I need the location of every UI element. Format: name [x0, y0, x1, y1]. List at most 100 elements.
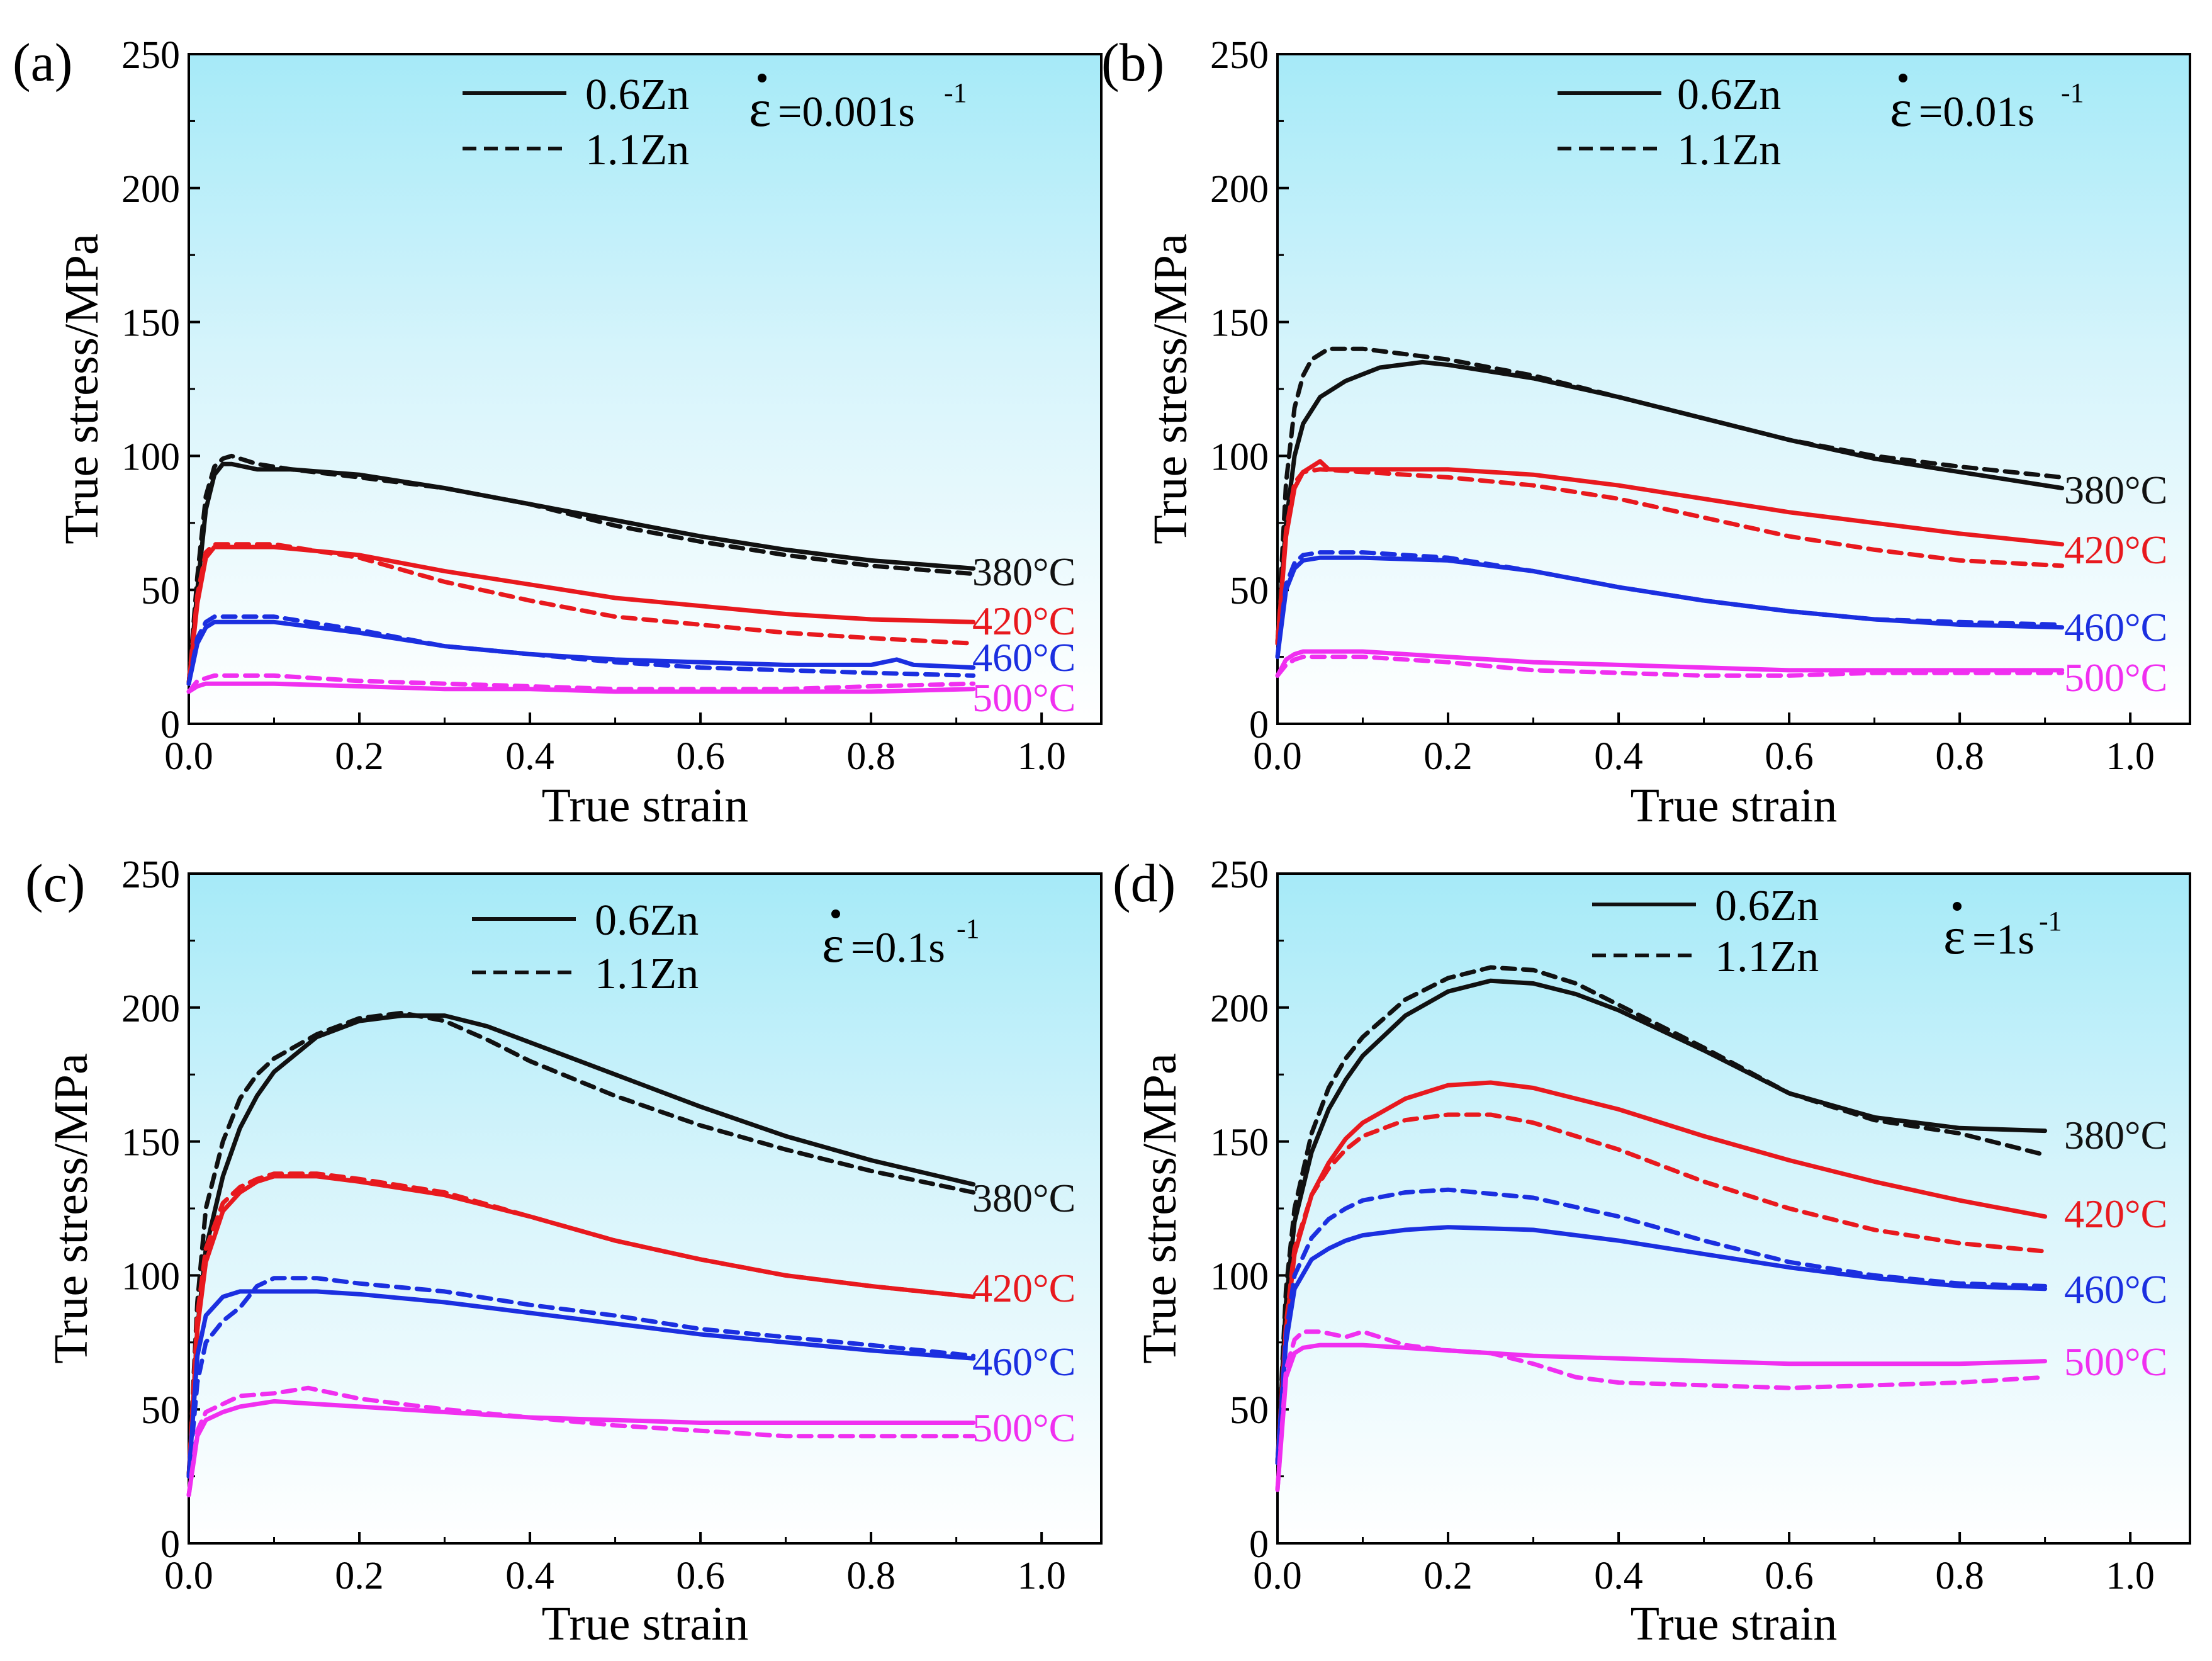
panel-d-rate-exponent: -1 — [2039, 906, 2062, 937]
panel-b-x-tick-label-3: 0.6 — [1765, 735, 1814, 778]
panel-d-temp-label-500: 500°C — [2064, 1339, 2167, 1384]
panel-d-y-tick-label-0: 0 — [1249, 1523, 1269, 1566]
panel-d-series-460C-dashed — [1275, 1187, 2048, 1465]
panel-d-x-axis-label: True strain — [1631, 1597, 1838, 1650]
panel-b-y-tick-label-5: 250 — [1210, 34, 1269, 77]
panel-a-series-500C-solid — [186, 681, 976, 694]
panel-c-x-ticks: 0.0 0.2 0.4 0.6 0.8 1.0 — [164, 1532, 1066, 1597]
panel-d-x-ticks: 0.0 0.2 0.4 0.6 0.8 1.0 — [1253, 1532, 2155, 1597]
panel-b-series — [1275, 346, 2065, 678]
panel-b-y-tick-label-4: 200 — [1210, 168, 1269, 211]
panel-d-rate-dot — [1953, 902, 1962, 911]
panel-c-series-380C-dashed — [186, 1010, 976, 1479]
panel-c-y-tick-label-4: 200 — [121, 988, 180, 1030]
panel-b: 0 50 100 150 200 250 0.0 0.2 0.4 0.6 0.8 1.0 (b) T… — [1101, 32, 2191, 832]
panel-c-series-460C-dashed — [186, 1276, 976, 1479]
panel-d-series-380C-dashed — [1275, 965, 2048, 1465]
panel-a-y-tick-label-1: 50 — [141, 570, 180, 612]
panel-b-y-axis-label: True stress/MPa — [1144, 234, 1197, 544]
panel-b-series-500C-dashed — [1275, 655, 2065, 678]
panel-a-x-ticks: 0.0 0.2 0.4 0.6 0.8 1.0 — [164, 712, 1066, 778]
panel-b-temperature-labels: 380°C 420°C 460°C 500°C — [2064, 468, 2167, 700]
panel-c-series-420C-dashed — [186, 1171, 976, 1479]
panel-b-temp-label-460: 460°C — [2064, 605, 2167, 650]
panel-d-y-tick-label-3: 150 — [1210, 1122, 1269, 1164]
panel-b-temp-label-420: 420°C — [2064, 527, 2167, 572]
panel-a-series-460C-dashed — [186, 614, 976, 686]
panel-c-x-tick-label-5: 1.0 — [1017, 1555, 1066, 1597]
panel-c-x-tick-label-1: 0.2 — [335, 1555, 384, 1597]
panel-c-x-tick-label-2: 0.4 — [505, 1555, 554, 1597]
panel-a-legend: 0.6Zn 1.1Zn — [463, 70, 689, 174]
panel-c-series-380C-solid — [186, 1013, 976, 1479]
panel-c-y-tick-label-2: 100 — [121, 1255, 180, 1298]
panel-d-y-tick-label-2: 100 — [1210, 1255, 1269, 1298]
panel-d: 0 50 100 150 200 250 0.0 0.2 0.4 0.6 0.8 1.0 (d) T… — [1113, 853, 2191, 1650]
panel-c-y-tick-label-5: 250 — [121, 853, 180, 896]
panel-c-y-tick-label-1: 50 — [141, 1389, 180, 1432]
panel-b-temp-label-380: 380°C — [2064, 468, 2167, 512]
panel-c-label: (c) — [25, 853, 85, 913]
panel-c-y-axis-label: True stress/MPa — [45, 1053, 98, 1363]
panel-b-legend-label-1: 1.1Zn — [1677, 126, 1781, 174]
panel-a-legend-label-1: 1.1Zn — [585, 126, 689, 174]
panel-c-rate-exponent: -1 — [957, 913, 980, 944]
panel-d-series-420C-dashed — [1275, 1112, 2048, 1465]
panel-d-y-tick-label-4: 200 — [1210, 988, 1269, 1030]
panel-c-rate-dot — [831, 909, 840, 918]
panel-c-rate-value: =0.1s — [851, 923, 945, 971]
panel-a-rate-value: =0.001s — [778, 87, 915, 135]
panel-c-series — [186, 1010, 976, 1497]
panel-d-x-tick-label-2: 0.4 — [1594, 1555, 1643, 1597]
panel-d-series-460C-solid — [1275, 1225, 2048, 1465]
panel-c-x-axis-label: True strain — [542, 1597, 749, 1650]
panel-c-legend-label-1: 1.1Zn — [595, 950, 699, 998]
panel-a-x-tick-label-3: 0.6 — [676, 735, 725, 778]
panel-c-y-tick-label-0: 0 — [160, 1523, 180, 1566]
panel-a-series-500C-dashed — [186, 673, 976, 694]
panel-c-x-tick-label-3: 0.6 — [676, 1555, 725, 1597]
panel-a-y-tick-label-0: 0 — [160, 704, 180, 746]
panel-d-x-tick-label-1: 0.2 — [1423, 1555, 1473, 1597]
panel-b-legend: 0.6Zn 1.1Zn — [1558, 70, 1781, 174]
panel-a-strain-rate: ε =0.001s -1 — [749, 74, 967, 138]
panel-a-x-tick-label-5: 1.0 — [1017, 735, 1066, 778]
panel-c-strain-rate: ε =0.1s -1 — [822, 909, 980, 974]
panel-a-y-axis-label: True stress/MPa — [55, 234, 108, 544]
panel-c-x-tick-label-4: 0.8 — [846, 1555, 895, 1597]
panel-a-y-tick-label-2: 100 — [121, 436, 180, 478]
panel-b-rate-dot — [1899, 74, 1907, 82]
panel-a-x-tick-label-4: 0.8 — [846, 735, 895, 778]
panel-b-legend-label-0: 0.6Zn — [1677, 70, 1781, 119]
panel-c-temp-label-380: 380°C — [972, 1176, 1075, 1220]
panel-d-legend: 0.6Zn 1.1Zn — [1592, 882, 1819, 981]
panel-d-y-tick-label-1: 50 — [1230, 1389, 1269, 1432]
panel-c-temperature-labels: 380°C 420°C 460°C 500°C — [972, 1176, 1075, 1450]
panel-d-y-tick-label-5: 250 — [1210, 853, 1269, 896]
panel-a-rate-dot — [758, 74, 766, 82]
panel-d-x-tick-label-5: 1.0 — [2106, 1555, 2155, 1597]
panel-a-plot-area — [188, 53, 1103, 725]
panel-a-x-axis-label: True strain — [542, 779, 749, 832]
panel-b-strain-rate: ε =0.01s -1 — [1890, 74, 2084, 138]
panel-b-x-tick-label-4: 0.8 — [1935, 735, 1984, 778]
panel-b-x-ticks: 0.0 0.2 0.4 0.6 0.8 1.0 — [1253, 712, 2155, 778]
panel-b-rate-exponent: -1 — [2061, 77, 2084, 108]
panel-a-rate-symbol: ε — [749, 79, 771, 138]
panel-d-rate-symbol: ε — [1943, 907, 1965, 966]
panel-c-y-tick-label-3: 150 — [121, 1122, 180, 1164]
panel-d-x-tick-label-0: 0.0 — [1253, 1555, 1302, 1597]
panel-d-strain-rate: ε =1s -1 — [1943, 902, 2062, 966]
panel-d-y-axis-label: True stress/MPa — [1133, 1053, 1186, 1363]
panel-a-temp-label-420: 420°C — [972, 599, 1075, 643]
panel-d-temp-label-420: 420°C — [2064, 1191, 2167, 1236]
panel-c-temp-label-500: 500°C — [972, 1405, 1075, 1450]
panel-b-label: (b) — [1101, 32, 1164, 93]
panel-b-x-tick-label-5: 1.0 — [2106, 735, 2155, 778]
panel-b-y-tick-label-0: 0 — [1249, 704, 1269, 746]
panel-a-y-tick-label-3: 150 — [121, 302, 180, 345]
panel-a-rate-exponent: -1 — [944, 77, 967, 108]
panel-c-series-460C-solid — [186, 1289, 976, 1479]
panel-a: 0 50 100 150 200 250 0.0 0.2 0.4 0.6 0.8 1.0 (a) T… — [13, 32, 1103, 832]
